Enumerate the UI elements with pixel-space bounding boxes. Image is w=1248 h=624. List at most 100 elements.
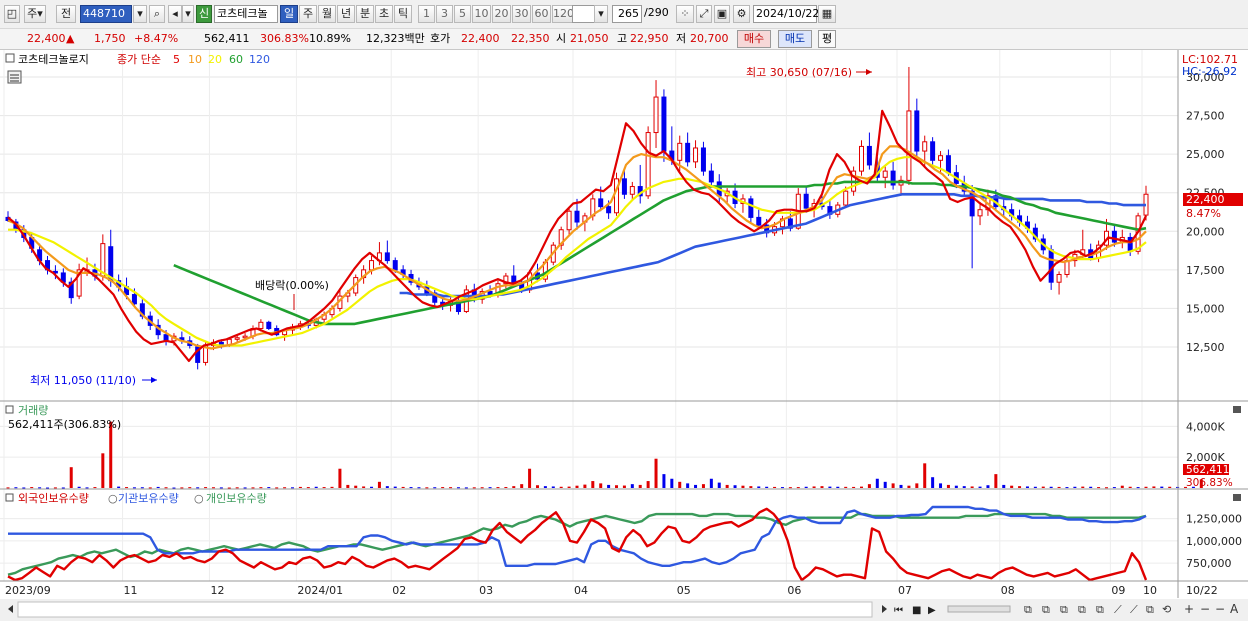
period-tab-6[interactable]: 틱 <box>394 5 412 23</box>
volume-bar <box>425 487 429 489</box>
stop-icon[interactable]: ■ <box>912 605 921 616</box>
scroll-left-icon[interactable] <box>8 605 13 613</box>
ma-legend-prefix: 종가 단순 <box>117 53 161 66</box>
scroll-right-icon[interactable] <box>882 605 887 613</box>
play-icon[interactable]: ▶ <box>928 605 936 616</box>
zoom-out-icon[interactable]: − <box>1200 602 1210 616</box>
prefix-button[interactable]: 전 <box>56 5 76 23</box>
window-menu-icon[interactable]: ◰ <box>4 5 20 23</box>
draw-tool-icon[interactable]: ⟋ <box>1130 603 1138 616</box>
candle-body <box>487 290 493 296</box>
volume-bar <box>709 478 713 488</box>
volume-bar <box>464 487 468 489</box>
stock-code-input[interactable]: 448710 <box>80 5 132 23</box>
layout-icon-3[interactable]: ⧉ <box>1060 603 1068 616</box>
volume-bar <box>954 485 958 488</box>
layout-icon-4[interactable]: ⧉ <box>1078 603 1086 616</box>
volume-bar <box>53 487 57 489</box>
crosshair-icon[interactable]: ⤢ <box>696 5 712 23</box>
volume-bar <box>14 487 18 489</box>
chart-area[interactable]: 12,50015,00017,50020,00022,50025,00027,5… <box>0 50 1248 621</box>
period-tab-5[interactable]: 초 <box>375 5 393 23</box>
candle-body <box>914 110 920 152</box>
volume-bar <box>725 484 729 488</box>
layout-icon-5[interactable]: ⧉ <box>1096 603 1104 616</box>
interval-tab-30[interactable]: 30 <box>512 5 531 23</box>
time-tick-label: 07 <box>898 584 912 597</box>
draw-line-icon[interactable]: ⟋ <box>1114 603 1122 616</box>
volume-bar <box>1104 487 1108 489</box>
interval-tab-3[interactable]: 3 <box>436 5 453 23</box>
volume-bar <box>409 487 413 489</box>
chart-tools-icon[interactable] <box>7 70 22 84</box>
stock-name-field[interactable]: 코츠테크놀 <box>214 5 278 23</box>
volume-bar <box>978 486 982 488</box>
volume-bar <box>243 487 247 489</box>
period-tab-4[interactable]: 분 <box>356 5 374 23</box>
interval-tab-60[interactable]: 60 <box>532 5 551 23</box>
undo-icon[interactable]: ⟲ <box>1162 603 1171 616</box>
volume-panel-toggle-icon[interactable] <box>5 405 14 414</box>
candle-body <box>803 193 809 209</box>
legend-toggle-icon[interactable] <box>5 53 15 63</box>
candle-body <box>677 142 683 161</box>
price-tick-label: 27,500 <box>1186 110 1225 123</box>
volume-bar <box>615 485 619 488</box>
interval-tab-5[interactable]: 5 <box>454 5 471 23</box>
calendar-icon[interactable]: ▦ <box>818 5 836 23</box>
playback-controls[interactable]: ⏮ ■ ▶ <box>894 605 1011 616</box>
volume-bar <box>456 487 460 489</box>
reset-icon[interactable]: − <box>1215 602 1225 616</box>
chart-svg[interactable]: 12,50015,00017,50020,00022,50025,00027,5… <box>0 50 1248 621</box>
period-tab-3[interactable]: 년 <box>337 5 355 23</box>
interval-tab-10[interactable]: 10 <box>472 5 491 23</box>
last-volume-label: 562,411 <box>1186 464 1229 476</box>
eval-button[interactable]: 평 <box>818 30 836 48</box>
low-annotation: 최저 11,050 (11/10) <box>30 374 136 387</box>
interval-tab-120[interactable]: 120 <box>552 5 574 23</box>
buy-button[interactable]: 매수 <box>737 30 771 48</box>
layout-icon-2[interactable]: ⧉ <box>1042 603 1050 616</box>
candle-body <box>938 155 944 161</box>
volume-bar <box>1089 486 1093 488</box>
bottom-tool-icons[interactable]: ⧉ ⧉ ⧉ ⧉ ⧉ ⟋ ⟋ ⧉ ⟲ + − − A <box>1024 602 1239 616</box>
date-input[interactable]: 2024/10/22 <box>753 5 819 23</box>
sell-button[interactable]: 매도 <box>778 30 812 48</box>
candle-body <box>945 155 951 174</box>
speed-slider[interactable] <box>947 605 1011 613</box>
gear-icon[interactable]: ⚙ <box>733 5 750 23</box>
volume-bar <box>686 483 690 488</box>
volume-panel-close-icon[interactable] <box>1233 406 1241 413</box>
grid-icon[interactable]: ⁘ <box>676 5 694 23</box>
volume-bar <box>939 483 943 488</box>
interval-dropdown-icon[interactable]: ▾ <box>594 5 608 23</box>
zoom-in-icon[interactable]: + <box>1184 602 1194 616</box>
interval-tab-1[interactable]: 1 <box>418 5 435 23</box>
holding-panel-close-icon[interactable] <box>1233 494 1241 501</box>
holding-panel-toggle-icon[interactable] <box>5 493 14 502</box>
candle-body <box>76 269 82 297</box>
draw-tool-icon-2[interactable]: ⧉ <box>1146 603 1154 616</box>
save-icon[interactable]: ▣ <box>714 5 730 23</box>
period-tab-1[interactable]: 주 <box>299 5 317 23</box>
candle-body <box>882 170 888 178</box>
auto-scale-icon[interactable]: A <box>1230 602 1239 616</box>
period-tab-2[interactable]: 월 <box>318 5 336 23</box>
code-dropdown-icon[interactable]: ▾ <box>133 5 147 23</box>
volume-bar <box>196 487 200 489</box>
interval-tab-20[interactable]: 20 <box>492 5 511 23</box>
market-select[interactable]: 주▾ <box>24 5 46 23</box>
volume-bar <box>717 482 721 488</box>
count-input[interactable]: 265 <box>612 5 642 23</box>
search-icon[interactable]: ⌕ <box>149 5 165 23</box>
price-tick-label: 20,000 <box>1186 225 1225 238</box>
layout-icon-1[interactable]: ⧉ <box>1024 603 1032 616</box>
candle-body <box>566 210 572 231</box>
scroll-track[interactable] <box>17 601 873 618</box>
volume-bar <box>994 474 998 488</box>
speaker-dropdown-icon[interactable]: ▾ <box>182 5 194 23</box>
ma5-line <box>7 109 1147 362</box>
speaker-icon[interactable]: ◂ <box>168 5 182 23</box>
period-tab-0[interactable]: 일 <box>280 5 298 23</box>
rewind-icon[interactable]: ⏮ <box>894 605 903 616</box>
